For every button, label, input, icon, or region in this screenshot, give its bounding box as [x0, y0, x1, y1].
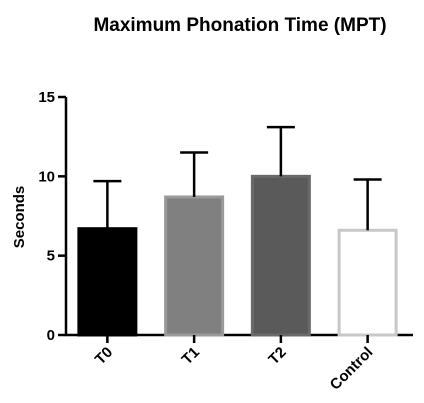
chart-title: Maximum Phonation Time (MPT) — [93, 15, 386, 36]
bars — [77, 125, 398, 343]
x-tick-labels: T0 T1 T2 Control — [92, 344, 377, 394]
y-tick-label: 0 — [47, 327, 55, 344]
y-tick-label: 10 — [38, 168, 55, 185]
y-tick-label: 5 — [47, 248, 55, 265]
x-tick-label-t0: T0 — [92, 344, 116, 368]
y-axis-label: Seconds — [11, 186, 28, 249]
bar-t0 — [77, 227, 138, 337]
y-ticks: 0 5 10 15 — [38, 89, 66, 344]
bar-control — [337, 228, 398, 337]
x-tick-label-control: Control — [327, 344, 377, 394]
x-tick-label-t1: T1 — [179, 344, 203, 368]
y-tick-label: 15 — [38, 89, 55, 106]
x-tick-label-t2: T2 — [265, 344, 289, 368]
bar-t2 — [250, 174, 311, 337]
bar-t1 — [164, 195, 225, 337]
